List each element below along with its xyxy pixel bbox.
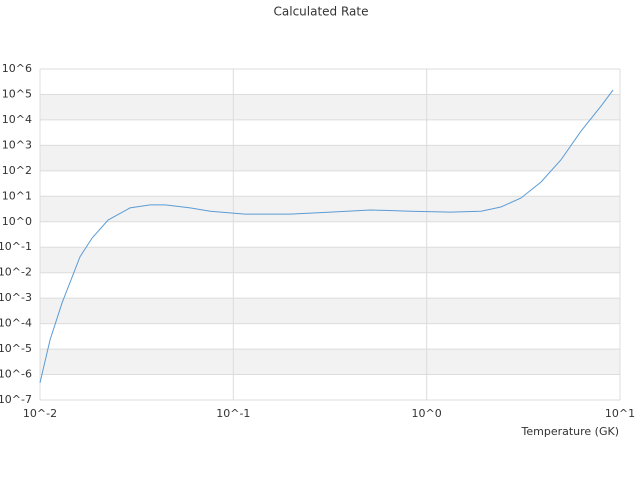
y-tick-label: 10^3 — [2, 138, 32, 151]
y-tick-label: 10^-7 — [0, 393, 32, 406]
y-tick-label: 10^4 — [2, 113, 32, 126]
grid-band — [40, 94, 620, 120]
grid-band — [40, 145, 620, 171]
x-tick-label: 10^0 — [412, 407, 442, 420]
line — [39, 89, 614, 384]
y-tick-label: 10^-6 — [0, 368, 32, 381]
y-tick-label: 10^6 — [2, 62, 32, 75]
y-tick-label: 10^-3 — [0, 291, 32, 304]
chart-title: Calculated Rate — [274, 5, 369, 19]
grid-band — [40, 349, 620, 375]
x-axis-label: Temperature (GK) — [521, 425, 620, 438]
grid-band — [40, 298, 620, 324]
y-tick-label: 10^5 — [2, 87, 32, 100]
y-tick-label: 10^-4 — [0, 317, 32, 330]
x-tick-label: 10^-2 — [23, 407, 57, 420]
y-tick-label: 10^-5 — [0, 342, 32, 355]
y-tick-label: 10^1 — [2, 189, 32, 202]
y-tick-label: 10^2 — [2, 164, 32, 177]
y-tick-label: 10^-1 — [0, 240, 32, 253]
x-tick-label: 10^-1 — [216, 407, 250, 420]
grid-band — [40, 247, 620, 273]
x-tick-label: 10^1 — [605, 407, 635, 420]
y-tick-label: 10^-2 — [0, 266, 32, 279]
grid-band — [40, 196, 620, 222]
y-tick-label: 10^0 — [2, 215, 32, 228]
